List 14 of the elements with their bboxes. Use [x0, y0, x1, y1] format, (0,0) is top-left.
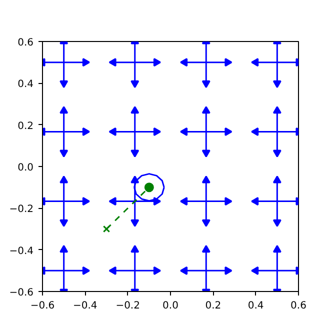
x-tick-label: −0.2	[116, 300, 140, 312]
x-tick-label: 0.2	[205, 300, 222, 312]
x-tick-label: −0.4	[73, 300, 98, 312]
y-tick-label: 0.0	[18, 162, 34, 174]
x-tick-label: 0.4	[248, 300, 264, 312]
x-tick-label: −0.6	[30, 300, 55, 312]
x-tick-label: 0.6	[290, 300, 306, 312]
y-tick-label: −0.2	[9, 204, 34, 216]
x-tick-label: 0.0	[162, 300, 178, 312]
y-tick-label: 0.2	[18, 120, 34, 132]
y-tick-label: −0.4	[9, 246, 34, 257]
y-tick-label: −0.6	[9, 288, 34, 298]
y-tick-label: 0.4	[18, 79, 34, 90]
y-tick-label: 0.6	[18, 38, 34, 48]
